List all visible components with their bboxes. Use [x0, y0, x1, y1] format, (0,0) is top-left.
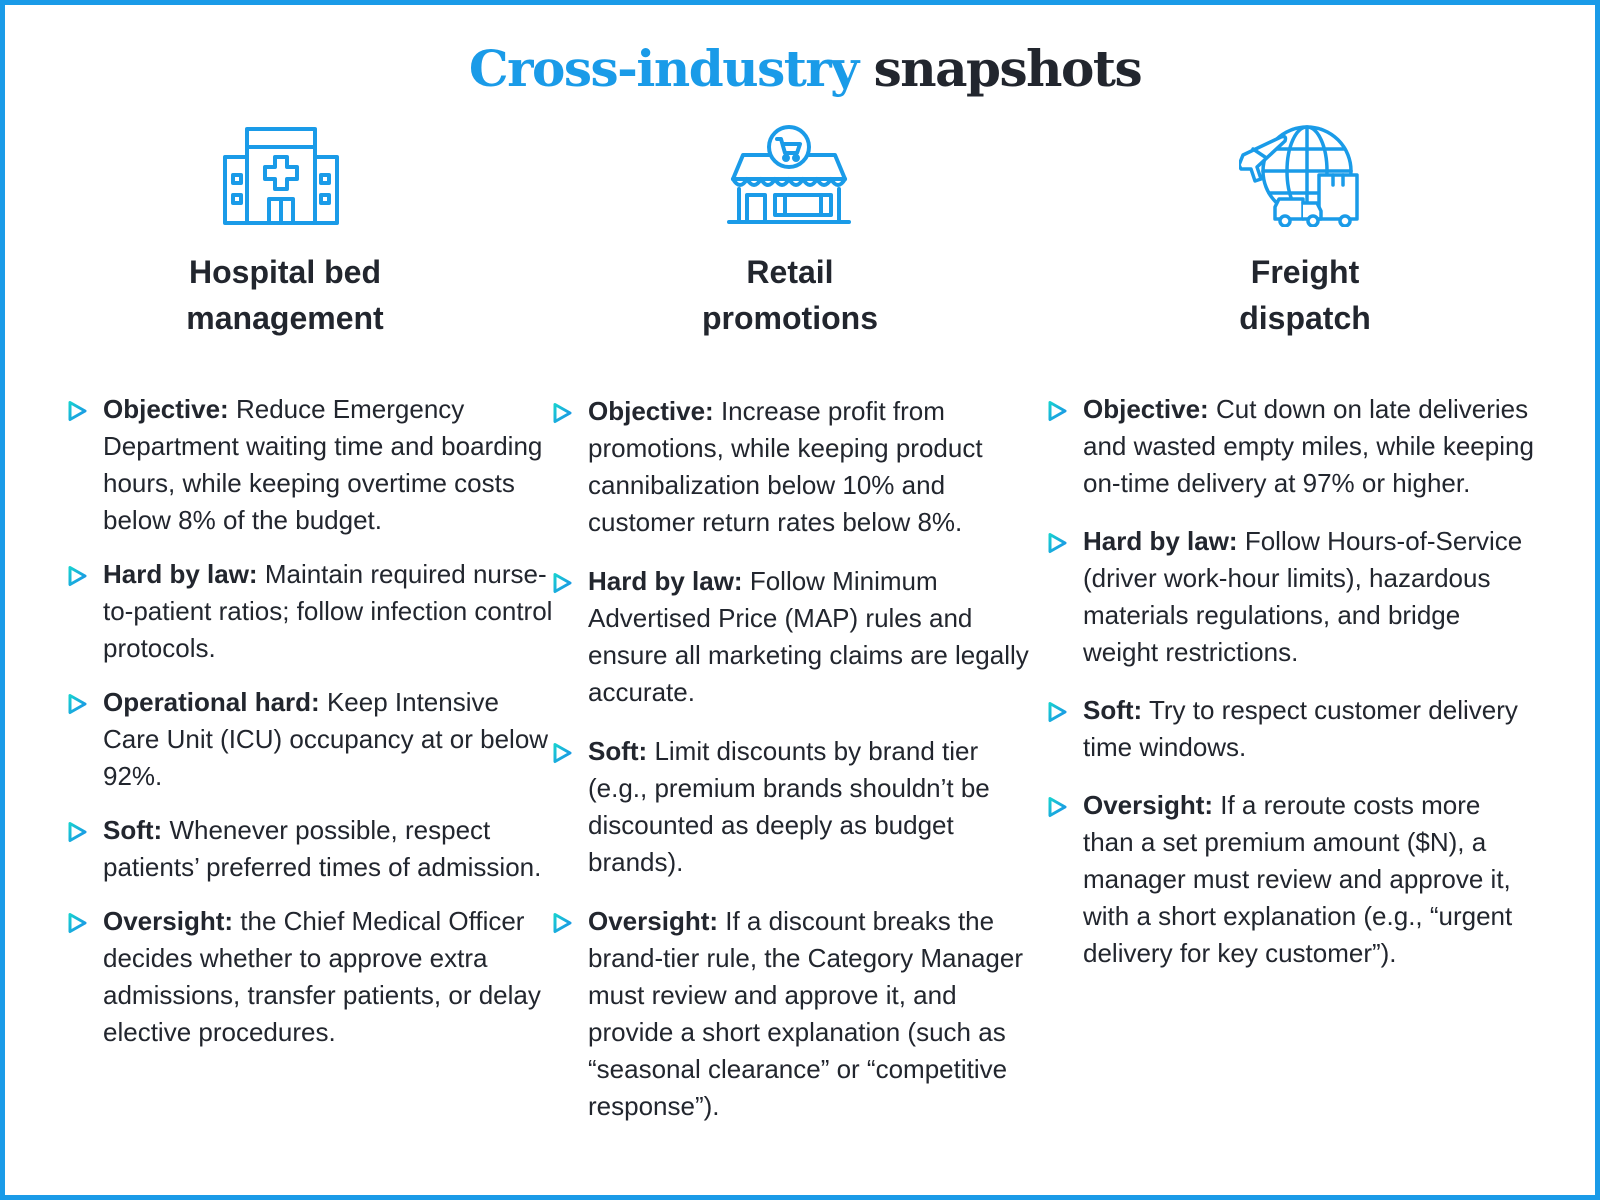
heading-line: Hospital bed — [188, 254, 381, 290]
list-item: Oversight: If a discount breaks the bran… — [550, 903, 1035, 1125]
play-bullet-icon — [65, 564, 89, 588]
list-item: Hard by law: Follow Minimum Advertised P… — [550, 563, 1035, 711]
list-item: Objective: Cut down on late deliveries a… — [1045, 391, 1535, 502]
title-accent: Cross-industry — [468, 39, 859, 98]
item-text: Follow Hours-of-Service (driver work-hou… — [1083, 526, 1523, 667]
item-label: Operational hard: — [103, 687, 320, 717]
item-label: Objective: — [588, 396, 714, 426]
column-heading: Freight dispatch — [1105, 249, 1505, 341]
item-text: the Chief Medical Officer decides whethe… — [103, 906, 541, 1047]
play-bullet-icon — [550, 911, 574, 935]
item-text: Limit discounts by brand tier (e.g., pre… — [588, 736, 990, 877]
heading-line: Freight — [1250, 254, 1360, 290]
item-label: Hard by law: — [1083, 526, 1238, 556]
item-text: Keep Intensive Care Unit (ICU) occupancy… — [103, 687, 549, 791]
list-item: Soft: Limit discounts by brand tier (e.g… — [550, 733, 1035, 881]
play-bullet-icon — [1045, 795, 1069, 819]
play-bullet-icon — [65, 692, 89, 716]
play-bullet-icon — [1045, 531, 1069, 555]
item-label: Objective: — [1083, 394, 1209, 424]
item-text: Follow Minimum Advertised Price (MAP) ru… — [588, 566, 1029, 707]
item-text: Cut down on late deliveries and wasted e… — [1083, 394, 1534, 498]
list-item: Objective: Increase profit from promotio… — [550, 393, 1035, 541]
global-freight-icon — [1239, 123, 1363, 227]
item-text: Whenever possible, respect patients’ pre… — [103, 815, 542, 882]
item-list: Objective: Cut down on late deliveries a… — [1045, 391, 1535, 972]
heading-line: dispatch — [1239, 300, 1371, 336]
item-text: Reduce Emergency Department waiting time… — [103, 394, 543, 535]
item-label: Oversight: — [588, 906, 719, 936]
play-bullet-icon — [1045, 399, 1069, 423]
item-text: If a discount breaks the brand-tier rule… — [588, 906, 1024, 1121]
play-bullet-icon — [65, 911, 89, 935]
item-label: Oversight: — [103, 906, 234, 936]
item-list: Objective: Increase profit from promotio… — [550, 393, 1035, 1125]
list-item: Hard by law: Follow Hours-of-Service (dr… — [1045, 523, 1535, 671]
item-text: Maintain required nurse-to-patient ratio… — [103, 559, 553, 663]
play-bullet-icon — [65, 820, 89, 844]
list-item: Soft: Try to respect customer delivery t… — [1045, 692, 1535, 766]
item-label: Soft: — [1083, 695, 1143, 725]
play-bullet-icon — [550, 401, 574, 425]
list-item: Hard by law: Maintain required nurse-to-… — [65, 556, 555, 667]
heading-line: management — [186, 300, 384, 336]
page-title: Cross-industry snapshots — [5, 35, 1600, 103]
play-bullet-icon — [550, 571, 574, 595]
hospital-icon — [219, 123, 343, 227]
item-label: Soft: — [588, 736, 648, 766]
list-item: Oversight: the Chief Medical Officer dec… — [65, 903, 555, 1051]
item-text: If a reroute costs more than a set premi… — [1083, 790, 1513, 968]
list-item: Oversight: If a reroute costs more than … — [1045, 787, 1535, 972]
play-bullet-icon — [1045, 700, 1069, 724]
play-bullet-icon — [65, 399, 89, 423]
item-label: Soft: — [103, 815, 163, 845]
list-item: Soft: Whenever possible, respect patient… — [65, 812, 555, 886]
item-text: Try to respect customer delivery time wi… — [1083, 695, 1518, 762]
heading-line: Retail — [746, 254, 834, 290]
column-heading: Retail promotions — [590, 249, 990, 341]
list-item: Objective: Reduce Emergency Department w… — [65, 391, 555, 539]
title-rest: snapshots — [873, 39, 1143, 98]
item-label: Oversight: — [1083, 790, 1214, 820]
item-label: Hard by law: — [103, 559, 258, 589]
item-label: Hard by law: — [588, 566, 743, 596]
item-text: Increase profit from promotions, while k… — [588, 396, 983, 537]
heading-line: promotions — [702, 300, 878, 336]
play-bullet-icon — [550, 741, 574, 765]
storefront-icon — [727, 123, 851, 227]
item-list: Objective: Reduce Emergency Department w… — [65, 391, 555, 1051]
item-label: Objective: — [103, 394, 229, 424]
list-item: Operational hard: Keep Intensive Care Un… — [65, 684, 555, 795]
column-heading: Hospital bed management — [100, 249, 470, 341]
